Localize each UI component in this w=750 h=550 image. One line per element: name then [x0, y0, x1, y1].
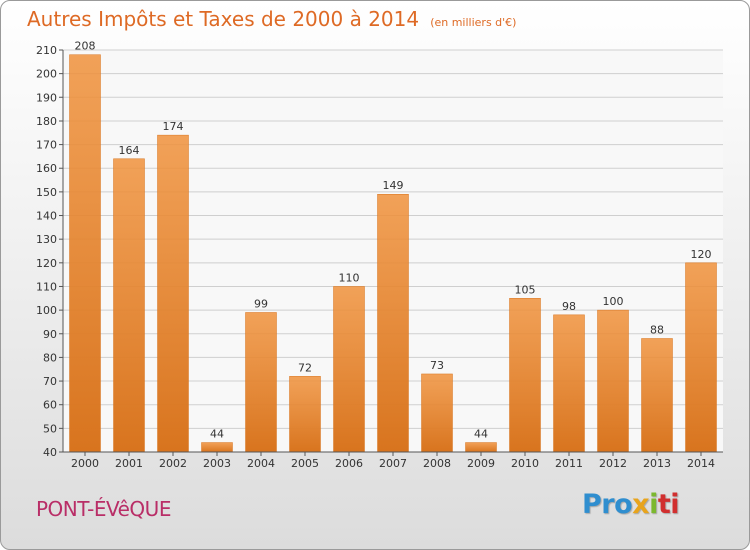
bar-value-label: 98: [562, 300, 576, 313]
bar: [201, 442, 233, 453]
y-tick-label: 140: [36, 210, 57, 223]
bar-value-label: 44: [474, 428, 488, 441]
bar: [685, 262, 717, 453]
x-tick-label: 2011: [555, 457, 583, 470]
bar-value-label: 72: [298, 361, 312, 374]
chart-title: Autres Impôts et Taxes de 2000 à 2014 (e…: [27, 7, 516, 31]
bar-value-label: 164: [119, 144, 140, 157]
bar: [113, 158, 145, 453]
y-tick-label: 50: [43, 422, 57, 435]
bar: [421, 373, 453, 453]
bar-value-label: 110: [339, 271, 360, 284]
x-tick-label: 2006: [335, 457, 363, 470]
y-tick-label: 200: [36, 68, 57, 81]
bar: [245, 312, 277, 453]
x-tick-label: 2003: [203, 457, 231, 470]
y-tick-label: 110: [36, 280, 57, 293]
y-tick-label: 80: [43, 351, 57, 364]
bar: [553, 314, 585, 453]
x-tick-label: 2005: [291, 457, 319, 470]
bar-value-label: 208: [75, 40, 96, 53]
bar-value-label: 149: [383, 179, 404, 192]
bar: [333, 286, 365, 453]
bar: [157, 134, 189, 453]
x-tick-label: 2000: [71, 457, 99, 470]
y-tick-label: 180: [36, 115, 57, 128]
y-tick-label: 160: [36, 162, 57, 175]
y-tick-label: 60: [43, 399, 57, 412]
y-tick-label: 170: [36, 139, 57, 152]
y-tick-label: 120: [36, 257, 57, 270]
proxiti-logo[interactable]: Proxiti: [582, 489, 680, 520]
y-tick-label: 210: [36, 44, 57, 57]
logo-part-3: i: [649, 489, 658, 520]
bar-value-label: 44: [210, 428, 224, 441]
x-tick-label: 2001: [115, 457, 143, 470]
x-tick-label: 2012: [599, 457, 627, 470]
bar: [289, 376, 321, 453]
chart-title-main: Autres Impôts et Taxes de 2000 à 2014: [27, 7, 420, 31]
logo-part-2: x: [632, 489, 650, 520]
bar-value-label: 88: [650, 323, 664, 336]
bar-value-label: 120: [691, 248, 712, 261]
x-tick-label: 2008: [423, 457, 451, 470]
x-tick-label: 2002: [159, 457, 187, 470]
bar: [465, 442, 497, 453]
y-tick-label: 130: [36, 233, 57, 246]
x-tick-label: 2009: [467, 457, 495, 470]
x-tick-label: 2004: [247, 457, 275, 470]
y-tick-label: 150: [36, 186, 57, 199]
bar-value-label: 99: [254, 297, 268, 310]
x-tick-label: 2014: [687, 457, 715, 470]
bar: [69, 54, 101, 453]
bar: [597, 309, 629, 453]
bar-value-label: 73: [430, 359, 444, 372]
x-tick-label: 2013: [643, 457, 671, 470]
y-tick-label: 100: [36, 304, 57, 317]
y-tick-label: 70: [43, 375, 57, 388]
bar-value-label: 105: [515, 283, 536, 296]
bar-value-label: 100: [603, 295, 624, 308]
bar: [641, 338, 673, 453]
y-tick-label: 90: [43, 328, 57, 341]
logo-part-4: ti: [657, 489, 680, 520]
bar: [377, 193, 409, 453]
bar: [509, 298, 541, 453]
y-tick-label: 190: [36, 91, 57, 104]
logo-part-1: Pro: [582, 489, 633, 520]
x-tick-label: 2010: [511, 457, 539, 470]
chart-title-unit: (en milliers d'€): [430, 16, 517, 29]
commune-name: PONT-ÉVêQUE: [36, 497, 171, 521]
x-tick-label: 2007: [379, 457, 407, 470]
y-tick-label: 40: [43, 446, 57, 459]
bar-value-label: 174: [163, 120, 184, 133]
